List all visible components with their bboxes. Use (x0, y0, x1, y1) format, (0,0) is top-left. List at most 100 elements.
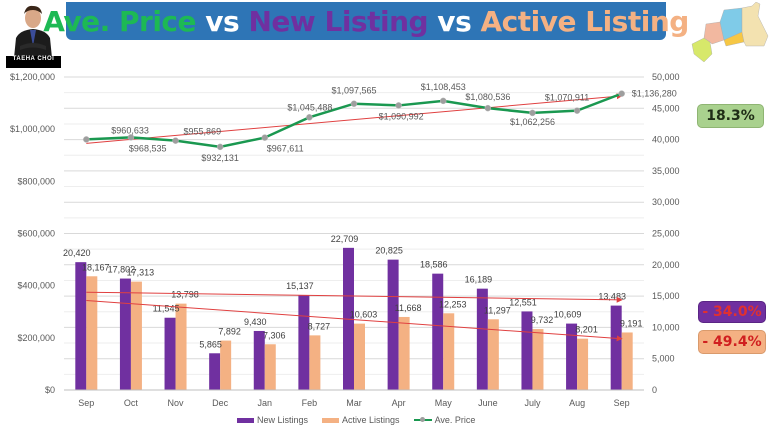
bar-new-listings (164, 317, 176, 390)
data-label-new-listings: 9,430 (244, 317, 267, 327)
right-axis-ticks: 0 5,000 10,000 15,000 20,000 25,000 30,000 35,0… (652, 72, 680, 395)
right-axis-tick-label: 15,000 (652, 291, 680, 301)
x-axis-tick-label: Jan (258, 398, 273, 408)
bar-new-listings (387, 259, 399, 390)
bar-new-listings (298, 295, 310, 390)
left-axis-tick-label: $200,000 (17, 333, 55, 343)
trendline-new-listings (86, 291, 623, 303)
ave-price-point (350, 100, 358, 107)
x-axis-tick-label: June (478, 398, 498, 408)
data-label-new-listings: 13,483 (598, 292, 626, 302)
bar-active-listings (309, 335, 321, 390)
agent-photo (8, 2, 58, 58)
trendline-ave-price (86, 93, 623, 144)
left-axis-tick-label: $600,000 (17, 229, 55, 239)
data-label-new-listings: 17,802 (108, 265, 136, 275)
right-axis-tick-label: 10,000 (652, 322, 680, 332)
data-label-active-listings: 7,892 (218, 327, 241, 337)
new-listings-change-badge: - 34.0% (698, 301, 766, 323)
data-label-active-listings: 8,201 (575, 325, 598, 335)
bar-active-listings (487, 319, 499, 390)
region-map-image (690, 1, 770, 64)
left-axis-tick-label: $1,200,000 (10, 72, 55, 82)
bar-new-listings (119, 278, 131, 390)
data-label-active-listings: 11,297 (484, 305, 511, 315)
data-label-ave-price: $960,633 (111, 125, 149, 135)
data-label-active-listings: 12,253 (439, 299, 467, 309)
ave-price-point (172, 137, 179, 144)
x-axis-tick-label: Sep (614, 398, 630, 408)
data-label-new-listings: 12,551 (509, 297, 537, 307)
bar-new-listings (432, 273, 444, 390)
legend-label-active: Active Listings (342, 415, 400, 425)
data-label-new-listings: 20,825 (375, 246, 403, 256)
data-label-ave-price: $1,090,992 (379, 111, 424, 121)
logo-text: TAEHA CHOI (6, 56, 61, 68)
x-axis-tick-label: Apr (392, 398, 406, 408)
trendlines (86, 93, 623, 342)
bar-new-listings (476, 288, 488, 390)
x-axis-ticks: Sep Oct Nov Dec Jan Feb Mar Apr May June July Aug Se… (64, 389, 644, 408)
left-axis-tick-label: $0 (45, 385, 55, 395)
left-axis-tick-label: $1,000,000 (10, 124, 55, 134)
data-label-active-listings: 18,167 (82, 262, 110, 272)
data-label-ave-price: $967,611 (267, 144, 304, 154)
bar-new-listings (75, 262, 87, 390)
data-label-new-listings: 10,609 (554, 310, 582, 320)
ave-price-point (618, 90, 625, 97)
chart-legend: New Listings Active Listings Ave. Price (237, 415, 475, 425)
legend-swatch-new (237, 417, 254, 423)
x-axis-tick-label: Mar (346, 398, 362, 408)
page-title: Ave. Price vs New Listing vs Active List… (43, 2, 689, 40)
data-label-new-listings: 15,137 (286, 281, 314, 291)
ave-price-point (395, 102, 402, 109)
data-label-active-listings: 13,798 (171, 290, 199, 300)
legend-label-price: Ave. Price (434, 415, 476, 425)
x-axis-tick-label: Feb (302, 398, 318, 408)
trendline-active-listings (86, 300, 623, 342)
bars (75, 247, 633, 390)
right-axis-tick-label: 35,000 (652, 166, 680, 176)
title-vs-2: vs (428, 4, 481, 38)
data-label-ave-price: $1,045,488 (287, 102, 332, 112)
bar-active-listings (264, 344, 276, 390)
bar-active-listings (621, 332, 633, 390)
ave-price-point (439, 97, 447, 105)
data-label-active-listings: 10,603 (350, 310, 378, 320)
data-label-ave-price: $1,108,453 (421, 82, 466, 92)
bar-new-listings (610, 305, 622, 390)
title-active-listing: Active Listing (480, 4, 689, 38)
bar-active-listings (577, 338, 589, 390)
bar-active-listings (86, 276, 98, 390)
left-axis-tick-label: $400,000 (17, 281, 55, 291)
ave-price-point (83, 136, 90, 143)
price-change-badge: 18.3% (697, 104, 764, 128)
data-label-new-listings: 18,586 (420, 260, 448, 270)
bar-active-listings (175, 303, 187, 390)
left-axis-tick-label: $800,000 (17, 176, 55, 186)
x-axis-tick-label: Aug (569, 398, 585, 408)
right-axis-tick-label: 25,000 (652, 229, 680, 239)
data-label-new-listings: 16,189 (465, 275, 493, 285)
x-axis-tick-label: Nov (168, 398, 185, 408)
data-label-new-listings: 20,420 (63, 248, 91, 258)
x-axis-tick-label: Oct (124, 398, 139, 408)
legend-swatch-active (322, 417, 340, 423)
legend-label-new: New Listings (257, 415, 309, 425)
bar-new-listings (209, 353, 221, 390)
ave-price-point (261, 134, 269, 141)
data-label-active-listings: 9,732 (531, 315, 554, 325)
right-axis-tick-label: 50,000 (652, 72, 680, 82)
data-label-new-listings: 11,545 (153, 304, 180, 314)
bar-active-listings (532, 329, 544, 390)
bar-active-listings (354, 323, 365, 390)
legend-active-listings: Active Listings (322, 415, 400, 425)
data-label-ave-price: $1,136,280 (632, 89, 677, 99)
data-label-active-listings: 9,191 (620, 318, 643, 328)
data-label-new-listings: 5,865 (199, 339, 222, 349)
data-label-ave-price: $1,080,536 (465, 92, 510, 102)
legend-ave-price: Ave. Price (413, 415, 476, 425)
data-label-active-listings: 7,306 (263, 330, 286, 340)
ave-price-point (529, 109, 536, 117)
ave-price-point (306, 114, 313, 121)
